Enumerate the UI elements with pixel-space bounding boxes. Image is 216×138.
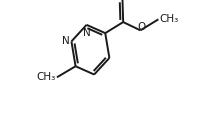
Text: N: N — [83, 28, 91, 38]
Text: CH₃: CH₃ — [36, 72, 56, 82]
Text: N: N — [62, 36, 70, 46]
Text: O: O — [137, 22, 146, 32]
Text: CH₃: CH₃ — [160, 14, 179, 24]
